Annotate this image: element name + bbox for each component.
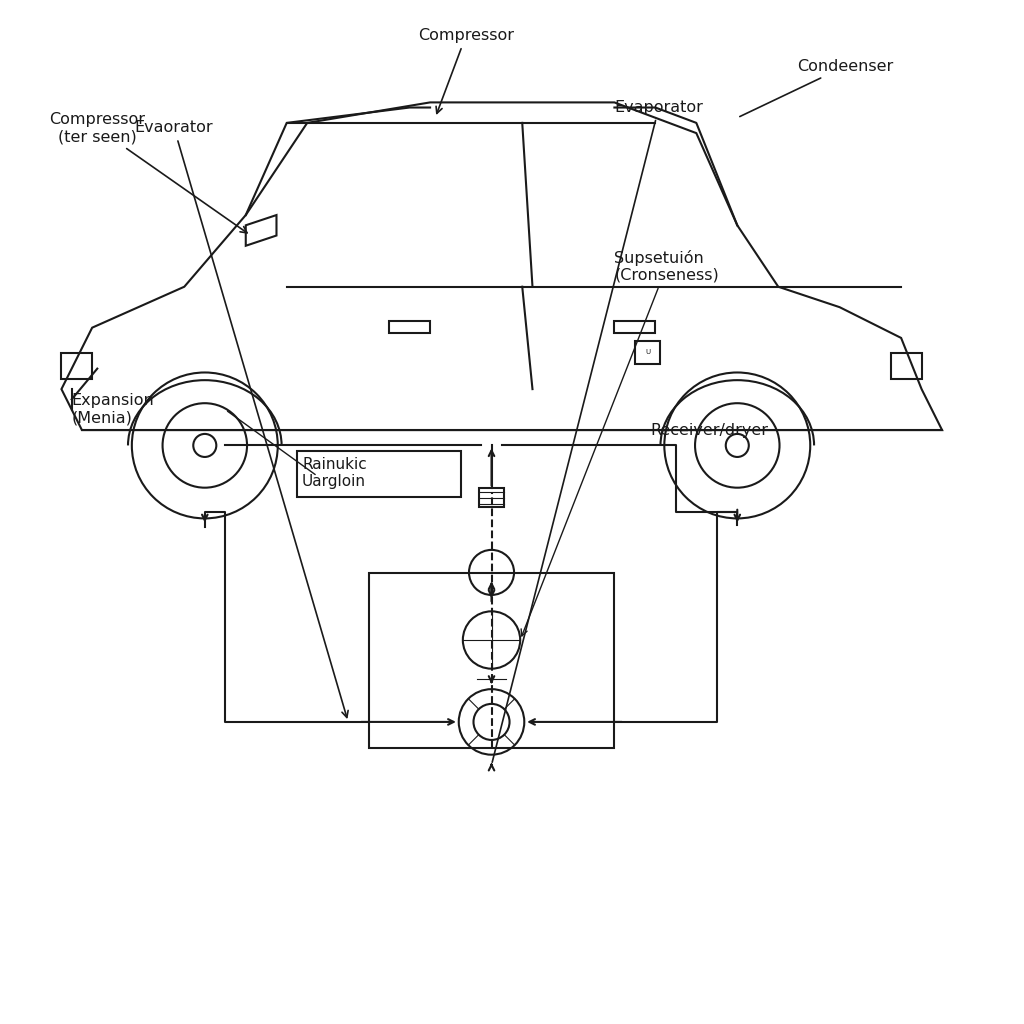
Text: Compressor: Compressor [418,29,514,114]
Text: Evaorator: Evaorator [135,121,348,718]
Bar [369,573,614,748]
Bar [478,488,504,507]
Text: Evaporator: Evaporator [493,100,703,762]
Text: Receiver/dryer: Receiver/dryer [650,423,768,437]
Bar [891,353,922,379]
Text: Rainukic
Uargloin: Rainukic Uargloin [302,457,367,489]
Text: Supsetuión
(Cronseness): Supsetuión (Cronseness) [521,250,719,636]
Text: Compressor
(ter seen): Compressor (ter seen) [49,112,247,232]
Bar [389,321,430,333]
Text: U: U [645,349,650,355]
Text: Expansion
(Menia): Expansion (Menia) [72,393,155,426]
Bar [297,451,461,497]
Bar [635,341,660,364]
Text: Condeenser: Condeenser [739,59,893,117]
Bar [614,321,655,333]
Bar [61,353,92,379]
